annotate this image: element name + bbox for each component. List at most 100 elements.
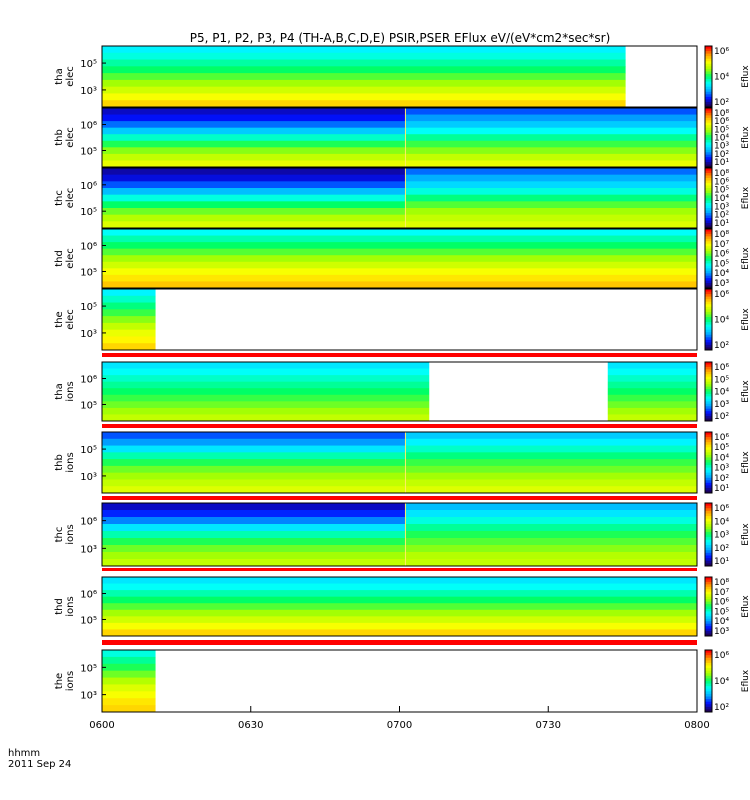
colorbar-segment (705, 693, 712, 697)
colorbar-segment (705, 558, 712, 562)
colorbar-segment (705, 223, 712, 226)
colorbar-segment (705, 76, 712, 80)
colorbar-segment (705, 61, 712, 65)
colorbar-tick-label: 10⁷ (714, 588, 729, 598)
colorbar-segment (705, 531, 712, 535)
colorbar-segment (705, 696, 712, 700)
spectrum-band (405, 438, 697, 447)
colorbar-tick-label: 10⁴ (714, 617, 729, 627)
spectrum-band (405, 208, 697, 216)
y-tick-label: 10⁵ (80, 146, 97, 157)
colorbar-tick-label: 10⁸ (714, 109, 729, 119)
colorbar-frame (704, 288, 713, 351)
colorbar-tick-label: 10⁴ (714, 388, 729, 398)
spectrum-band (102, 538, 406, 546)
colorbar-segment (705, 162, 712, 166)
spectrum-band (405, 524, 697, 532)
colorbar-frame (704, 431, 713, 494)
colorbar-tick-label: 10³ (714, 627, 729, 637)
colorbar-tick-label: 10⁶ (714, 177, 729, 187)
y-tick-label: 10³ (80, 329, 97, 340)
colorbar-tick-label: 10⁴ (714, 316, 729, 326)
spectrum-band (102, 201, 406, 209)
colorbar-segment (705, 581, 712, 585)
mode-bar (102, 496, 697, 500)
colorbar-segment (705, 594, 712, 598)
spectrum-band (102, 472, 406, 480)
colorbar-segment (705, 96, 712, 100)
colorbar-segment (705, 366, 712, 370)
colorbar-segment (705, 518, 712, 522)
y-axis-label: thbions (54, 452, 76, 472)
colorbar-tick-label: 10² (714, 412, 729, 422)
spectrum-band (405, 127, 697, 135)
spectrum-band (405, 121, 697, 129)
colorbar-segment (705, 322, 712, 326)
colorbar-segment (705, 521, 712, 525)
colorbar-segment (705, 142, 712, 146)
colorbar-tick-label: 10³ (714, 400, 729, 410)
colorbar-tick-label: 10⁸ (714, 169, 729, 179)
x-tick-label: 0700 (387, 720, 412, 731)
colorbar-segment (705, 709, 712, 713)
spectrum-band (102, 79, 626, 88)
spectrum-band (102, 596, 697, 604)
spectrum-band (405, 472, 697, 480)
panel-frame (101, 107, 698, 168)
colorbar-frame (704, 167, 713, 229)
colorbar-segment (705, 389, 712, 392)
y-tick-label: 10³ (80, 691, 97, 702)
colorbar-tick-label: 10¹ (714, 484, 729, 494)
colorbar-segment (705, 403, 712, 407)
colorbar-segment (705, 686, 712, 690)
colorbar-segment (705, 294, 712, 298)
colorbar-segment (705, 193, 712, 196)
colorbar-segment (705, 231, 712, 235)
spectrum-band (102, 114, 406, 122)
spectrum-band (405, 452, 697, 460)
colorbar-segment (705, 306, 712, 310)
colorbar-tick-label: 10⁶ (714, 363, 729, 373)
colorbar-segment (705, 316, 712, 320)
colorbar-segment (705, 606, 712, 610)
colorbar-title: Eflux (741, 186, 750, 209)
colorbar-tick-label: 10³ (714, 142, 729, 152)
spectrum-band (102, 650, 156, 658)
spectrum-band (102, 242, 697, 250)
colorbar-segment (705, 437, 712, 441)
colorbar-segment (705, 215, 712, 219)
colorbar-segment (705, 122, 712, 126)
spectrum-band (102, 590, 697, 598)
colorbar-segment (705, 137, 712, 141)
spectrum-band (405, 140, 697, 148)
colorbar-segment (705, 550, 712, 554)
y-tick-label: 10⁵ (80, 267, 97, 278)
colorbar-segment (705, 675, 712, 679)
colorbar-segment (705, 704, 712, 708)
colorbar-segment (705, 144, 712, 148)
spectrum-band (405, 214, 697, 222)
colorbar-segment (705, 560, 712, 564)
panel-frame (101, 288, 698, 351)
colorbar-segment (705, 112, 712, 116)
figure-title: P5, P1, P2, P3, P4 (TH-A,B,C,D,E) PSIR,P… (190, 31, 611, 45)
colorbar-segment (705, 628, 712, 632)
colorbar-segment (705, 188, 712, 191)
time-axis-unit-label: hhmm (8, 748, 40, 759)
spectrum-band (102, 503, 406, 511)
panel-tha-ions: 10⁶ 10⁵ thaions 10⁶ 10⁵ 10⁴ 10³ 10² Eflux (54, 361, 750, 422)
colorbar-segment (705, 86, 712, 90)
colorbar-segment (705, 364, 712, 368)
colorbar-segment (705, 178, 712, 181)
panel-frame (101, 361, 698, 422)
colorbar-segment (705, 369, 712, 373)
spectrum-band (102, 445, 406, 453)
colorbar-title: Eflux (741, 126, 750, 149)
colorbar-segment (705, 203, 712, 206)
mode-bar (102, 640, 697, 645)
colorbar-segment (705, 660, 712, 664)
colorbar-segment (705, 265, 712, 269)
colorbar-segment (705, 220, 712, 224)
spectrum-band (102, 235, 697, 243)
y-tick-label: 10⁵ (80, 663, 97, 674)
